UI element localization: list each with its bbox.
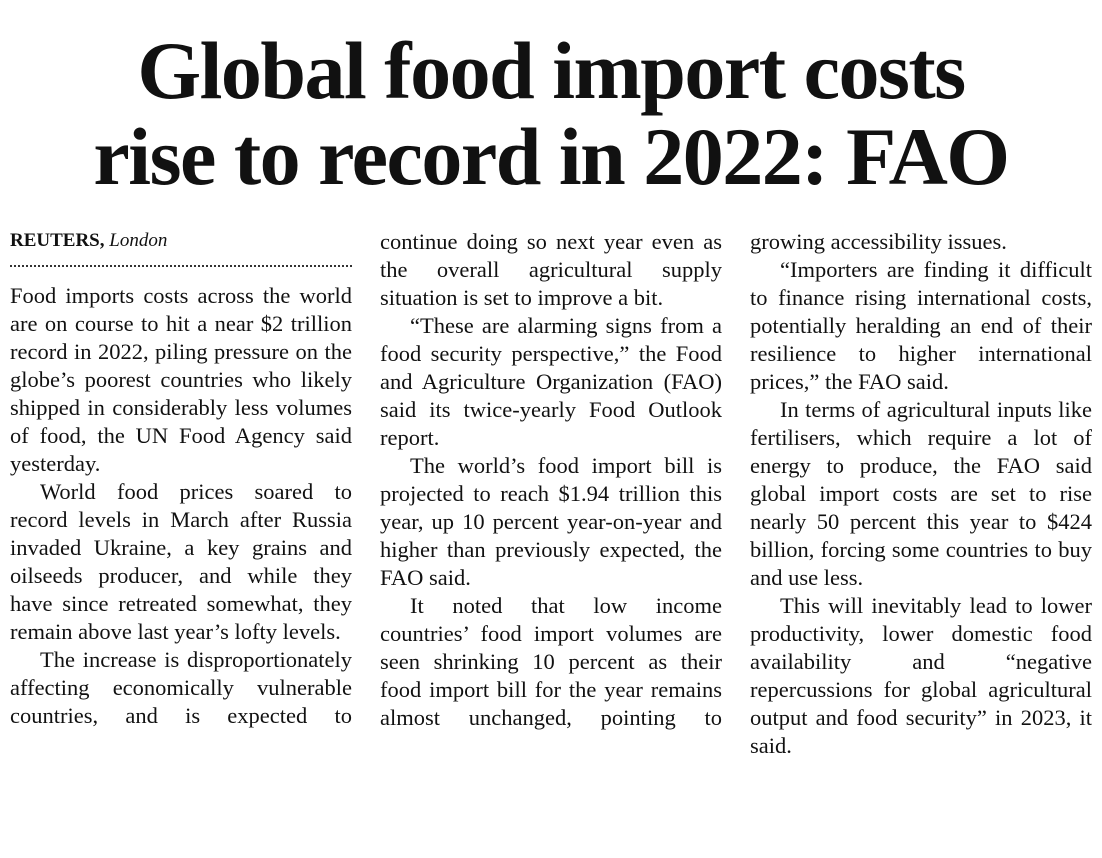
- column: continue doing so next year even as the …: [380, 228, 722, 852]
- dotted-rule: [10, 265, 352, 267]
- headline: Global food import costs rise to record …: [0, 28, 1102, 200]
- paragraph: World food prices soared to record level…: [10, 479, 352, 644]
- paragraph: In terms of agricultural inputs like fer…: [750, 397, 1092, 590]
- paragraph: continue doing so next year even as the …: [380, 229, 722, 310]
- headline-line: Global food import costs: [137, 25, 966, 116]
- paragraph: This will inevitably lead to lower produ…: [750, 593, 1092, 758]
- paragraph: The increase is disproportionately affec…: [10, 647, 352, 728]
- location: London: [109, 230, 168, 251]
- agency: REUTERS,: [10, 230, 105, 251]
- paragraph: It noted that low income countries’ food…: [380, 593, 722, 730]
- paragraph: The world’s food import bill is projecte…: [380, 453, 722, 590]
- paragraph: “Importers are finding it difficult to f…: [750, 257, 1092, 394]
- paragraph: “These are alarming signs from a food se…: [380, 313, 722, 450]
- paragraph: growing accessibility issues.: [750, 229, 1007, 254]
- byline: REUTERS, London: [10, 228, 352, 254]
- column: growing accessibility issues. “Importers …: [750, 228, 1092, 852]
- column: Food imports costs across the world are …: [10, 282, 352, 852]
- paragraph: Food imports costs across the world are …: [10, 283, 352, 476]
- headline-line: rise to record in 2022: FAO: [93, 111, 1010, 202]
